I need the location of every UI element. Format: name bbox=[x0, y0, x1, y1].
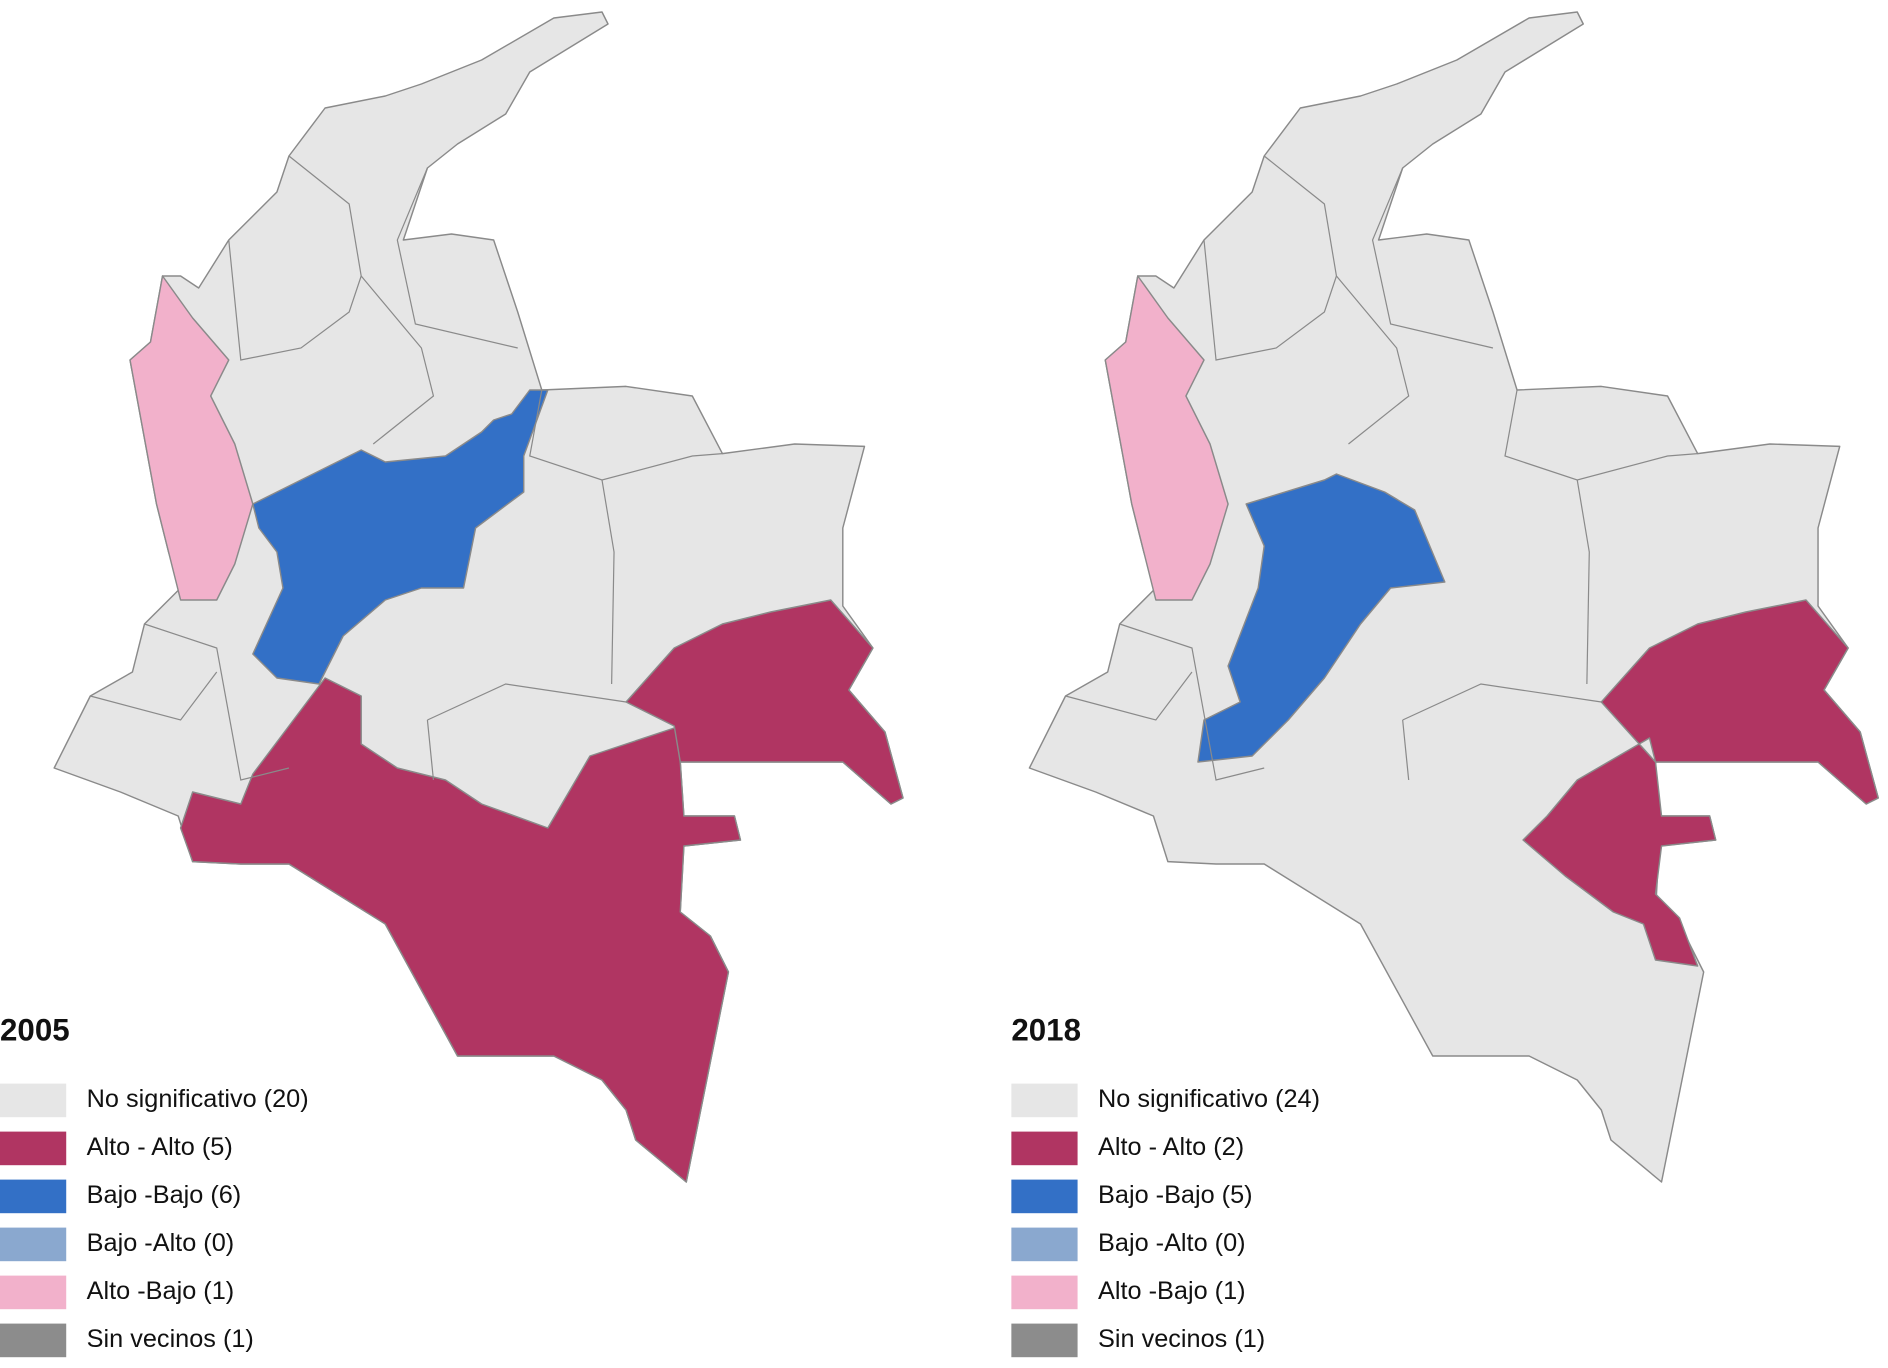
legend-swatch bbox=[1011, 1179, 1078, 1214]
legend: 2018 No significativo (24) Alto - Alto (2)… bbox=[1011, 1012, 1320, 1358]
region bbox=[252, 389, 549, 685]
legend-label: Alto -Bajo (1) bbox=[1098, 1277, 1246, 1305]
legend-swatch bbox=[0, 1083, 67, 1118]
legend-label: Bajo -Alto (0) bbox=[1098, 1229, 1246, 1257]
legend-swatch bbox=[1011, 1323, 1078, 1358]
legend-label: No significativo (24) bbox=[1098, 1085, 1320, 1113]
legend-label: Bajo -Bajo (6) bbox=[87, 1181, 242, 1209]
legend-swatch bbox=[0, 1227, 67, 1262]
region bbox=[625, 599, 904, 805]
legend-swatch bbox=[0, 1323, 67, 1358]
legend-label: Sin vecinos (1) bbox=[87, 1325, 254, 1353]
legends: 2005 No significativo (20) Alto - Alto (5)… bbox=[0, 1012, 1320, 1358]
legend-swatch bbox=[1011, 1083, 1078, 1118]
legend-swatch bbox=[1011, 1131, 1078, 1166]
map-2018 bbox=[1028, 11, 1879, 1183]
legend-label: Alto - Alto (2) bbox=[1098, 1133, 1244, 1161]
region bbox=[1522, 599, 1879, 967]
map-2005 bbox=[53, 11, 904, 1183]
legend-label: No significativo (20) bbox=[87, 1085, 309, 1113]
legend-label: Bajo -Alto (0) bbox=[87, 1229, 235, 1257]
legend-label: Alto - Alto (5) bbox=[87, 1133, 233, 1161]
legend-swatch bbox=[0, 1131, 67, 1166]
legend-swatch bbox=[0, 1179, 67, 1214]
map-area: 2005 No significativo (20) Alto - Alto (5)… bbox=[0, 11, 1879, 1358]
legend-label: Alto -Bajo (1) bbox=[87, 1277, 235, 1305]
legend-swatch bbox=[0, 1275, 67, 1310]
region bbox=[1197, 473, 1446, 763]
legend-swatch bbox=[1011, 1275, 1078, 1310]
map-title: 2018 bbox=[1011, 1012, 1081, 1047]
region bbox=[179, 677, 742, 1183]
legend-label: Sin vecinos (1) bbox=[1098, 1325, 1265, 1353]
legend-swatch bbox=[1011, 1227, 1078, 1262]
map-title: 2005 bbox=[0, 1012, 70, 1047]
legend-label: Bajo -Bajo (5) bbox=[1098, 1181, 1253, 1209]
legend: 2005 No significativo (20) Alto - Alto (5)… bbox=[0, 1012, 309, 1358]
